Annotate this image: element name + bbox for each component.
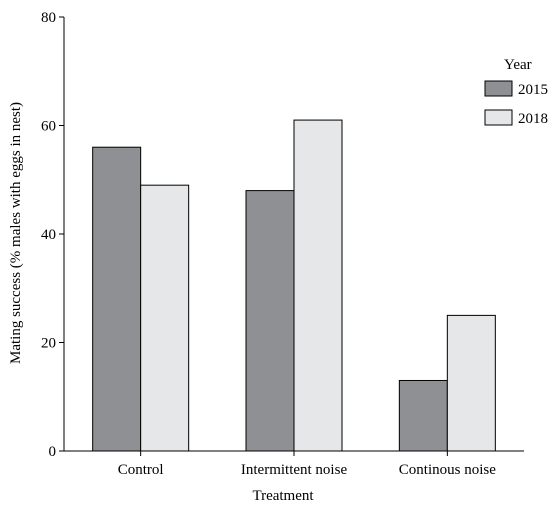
y-tick-label: 0 (49, 444, 57, 460)
bar-2015-2 (398, 379, 448, 452)
x-tick-label: Control (118, 462, 164, 478)
bar-2018-2 (446, 314, 496, 452)
bar-2015-0 (92, 146, 142, 452)
y-tick-label: 40 (41, 227, 56, 243)
x-tick-label: Continous noise (399, 462, 496, 478)
y-tick-label: 60 (41, 119, 56, 135)
x-axis: Control Intermittent noise Continous noise (64, 450, 524, 478)
legend-label-2015: 2015 (518, 82, 548, 98)
legend-title: Year (504, 57, 532, 73)
bar-2018-0 (140, 184, 190, 452)
x-axis-title: Treatment (252, 488, 314, 504)
legend-swatch-2015 (484, 80, 513, 97)
y-tick-label: 80 (41, 10, 56, 26)
bar-2015-1 (245, 190, 295, 452)
bar-2018-1 (293, 119, 343, 452)
legend-label-2018: 2018 (518, 111, 548, 127)
x-tick-label: Intermittent noise (241, 462, 348, 478)
legend-swatch-2018 (484, 109, 513, 126)
y-tick-label: 20 (41, 336, 56, 352)
y-axis-title: Mating success (% males with eggs in nes… (8, 102, 24, 364)
y-axis: 0 20 40 60 80 (41, 10, 65, 460)
legend: Year 2015 2018 (484, 57, 548, 127)
bars (92, 119, 496, 452)
